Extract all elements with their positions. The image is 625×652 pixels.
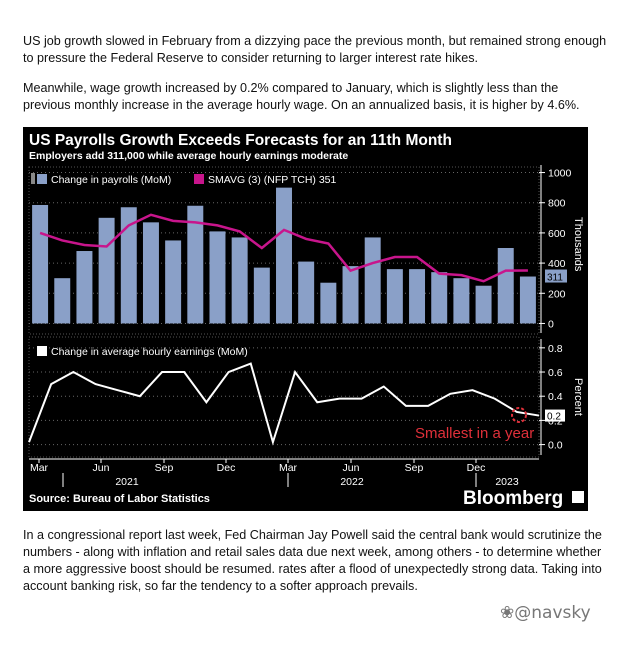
wage-line xyxy=(28,362,540,446)
panel-bottom-frame xyxy=(28,336,540,458)
legend-wage-label: Change in average hourly earnings (MoM) xyxy=(51,346,248,358)
payroll-bar xyxy=(54,278,71,324)
watermark-text: @navsky xyxy=(514,603,591,623)
legend-smavg-swatch xyxy=(194,174,204,184)
legend-smavg-label: SMAVG (3) (NFP TCH) 351 xyxy=(208,174,337,186)
legend-payrolls-label: Change in payrolls (MoM) xyxy=(51,174,171,186)
payroll-bar xyxy=(253,267,270,324)
y-axis-label-percent: Percent xyxy=(572,378,584,416)
x-tick-label: Dec xyxy=(217,462,236,474)
y-tick-label-bottom: 0.0 xyxy=(548,440,563,452)
y-tick-label-bottom: 0.6 xyxy=(548,367,563,379)
watermark: ❀@navsky xyxy=(500,603,591,623)
article-paragraph-1: US job growth slowed in February from a … xyxy=(23,34,607,65)
payroll-bar xyxy=(519,276,536,324)
legend-payrolls-swatch xyxy=(37,174,47,184)
payroll-bar xyxy=(497,248,514,324)
x-tick-label: Jun xyxy=(343,462,360,474)
bloomberg-chart: US Payrolls Growth Exceeds Forecasts for… xyxy=(23,127,588,511)
y-axis-label-thousands: Thousands xyxy=(572,217,584,272)
payroll-bar xyxy=(386,269,403,324)
x-tick-label: Jun xyxy=(93,462,110,474)
y-tick-label-bottom: 0.4 xyxy=(548,391,563,403)
wage-last-box xyxy=(545,409,565,422)
article-paragraph-2: Meanwhile, wage growth increased by 0.2%… xyxy=(23,81,580,112)
annotation-circle xyxy=(511,407,527,423)
payroll-bar xyxy=(276,187,292,324)
chart-canvas: US Payrolls Growth Exceeds Forecasts for… xyxy=(28,132,584,509)
x-year-label: 2022 xyxy=(340,476,364,488)
y-tick-label-top: 0 xyxy=(548,318,554,330)
y-tick-label-top: 400 xyxy=(548,258,566,270)
payroll-bar xyxy=(98,217,115,324)
payroll-bar xyxy=(76,251,93,324)
wage-last-label: 0.2 xyxy=(547,412,561,423)
weibo-icon: ❀ xyxy=(500,603,515,623)
payroll-bar xyxy=(342,266,359,324)
panel-top-frame xyxy=(28,166,540,335)
x-tick-label: Sep xyxy=(155,462,174,474)
payroll-bar xyxy=(209,231,226,324)
y-tick-label-top: 1000 xyxy=(548,168,572,180)
bloomberg-terminal-icon xyxy=(572,491,584,503)
smavg-line xyxy=(39,213,528,283)
payroll-bar xyxy=(320,282,337,324)
payroll-bar xyxy=(187,205,204,324)
bloomberg-logo: Bloomberg xyxy=(463,488,563,509)
last-value-box xyxy=(545,269,567,283)
y-tick-label-top: 200 xyxy=(548,288,566,300)
y-tick-label-top: 800 xyxy=(548,198,566,210)
payroll-bar xyxy=(142,222,159,324)
legend-handle-icon xyxy=(31,173,35,184)
chart-title: US Payrolls Growth Exceeds Forecasts for… xyxy=(29,132,452,149)
payroll-bar xyxy=(32,204,49,324)
legend-wage-swatch xyxy=(37,346,47,356)
x-tick-label: Mar xyxy=(279,462,298,474)
y-tick-label-top: 600 xyxy=(548,228,566,240)
x-year-label: 2021 xyxy=(115,476,139,488)
payroll-bar xyxy=(475,285,492,324)
payroll-bar xyxy=(120,207,137,324)
wages-panel: 0.80.60.40.20.00.2MarJunSepDecMarJunSepD… xyxy=(28,336,565,488)
chart-source: Source: Bureau of Labor Statistics xyxy=(29,493,210,505)
x-tick-label: Mar xyxy=(30,462,49,474)
x-tick-label: Sep xyxy=(405,462,424,474)
payroll-bar xyxy=(364,237,381,324)
payroll-bar xyxy=(431,272,448,324)
last-value-label: 311 xyxy=(547,273,563,284)
x-year-label: 2023 xyxy=(495,476,519,488)
payroll-bar xyxy=(231,237,248,324)
x-tick-label: Dec xyxy=(467,462,486,474)
payroll-bar xyxy=(298,261,315,324)
article-paragraph-3: In a congressional report last week, Fed… xyxy=(23,528,602,593)
annotation-smallest-in-a-year: Smallest in a year xyxy=(415,425,534,442)
y-tick-label-bottom: 0.8 xyxy=(548,343,563,355)
chart-subtitle: Employers add 311,000 while average hour… xyxy=(29,150,348,162)
payroll-bar xyxy=(453,278,470,324)
payrolls-panel: 1000 800 600 400 200 0 311 xyxy=(28,165,572,335)
payroll-bar xyxy=(409,269,426,324)
payroll-bar xyxy=(165,240,182,324)
